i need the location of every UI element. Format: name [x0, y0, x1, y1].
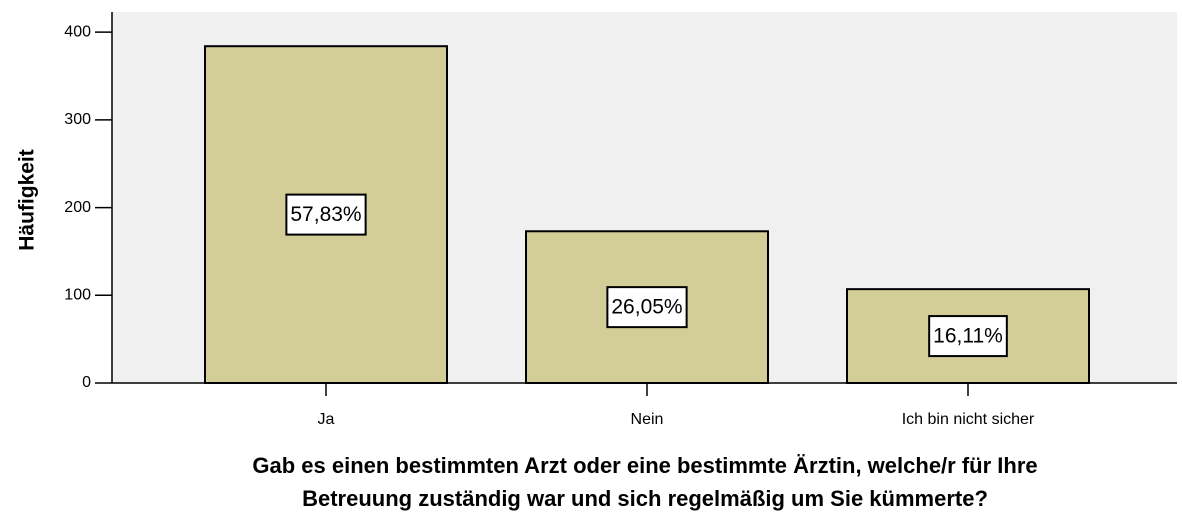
x-axis-label: Gab es einen bestimmten Arzt oder eine b… — [252, 453, 1037, 478]
x-tick-label: Nein — [631, 411, 664, 428]
y-tick-label: 300 — [64, 111, 91, 128]
x-axis-label: Betreuung zuständig war und sich regelmä… — [302, 486, 988, 511]
y-tick-label: 100 — [64, 287, 91, 304]
value-label: 26,05% — [611, 296, 682, 319]
value-label: 16,11% — [933, 325, 1003, 348]
y-tick-label: 200 — [64, 199, 91, 216]
y-axis-label: Häufigkeit — [16, 149, 39, 251]
y-tick-label: 400 — [64, 23, 91, 40]
value-label-box — [928, 315, 1008, 358]
value-label-box — [285, 193, 367, 236]
x-tick-label: Ja — [318, 411, 335, 428]
value-label: 57,83% — [290, 203, 361, 226]
y-tick-label: 0 — [82, 374, 91, 391]
value-label-box — [606, 286, 688, 329]
x-tick-label: Ich bin nicht sicher — [902, 411, 1035, 428]
